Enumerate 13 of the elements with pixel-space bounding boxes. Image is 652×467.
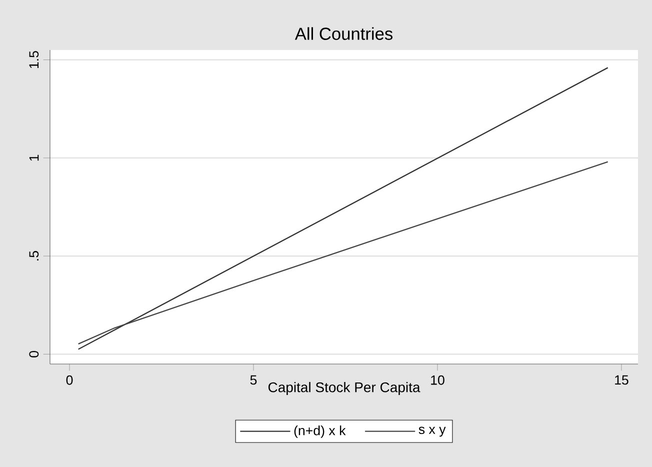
chart-title: All Countries: [294, 27, 392, 40]
y-tick-label: 1.5: [29, 51, 39, 68]
legend-label: (n+d) x k: [294, 425, 346, 438]
y-tick-label: 1: [29, 154, 39, 161]
y-tick-label: .5: [29, 251, 39, 260]
x-tick-label: 0: [66, 375, 73, 385]
line-series: [78, 161, 608, 345]
x-tick-label: 15: [615, 375, 628, 385]
x-tick-label: 10: [431, 375, 444, 385]
x-axis-title: Capital Stock Per Capita: [268, 382, 420, 396]
y-tick-label: 0: [29, 350, 39, 358]
x-tick-label: 5: [250, 375, 257, 385]
legend-label: s x y: [418, 426, 446, 437]
